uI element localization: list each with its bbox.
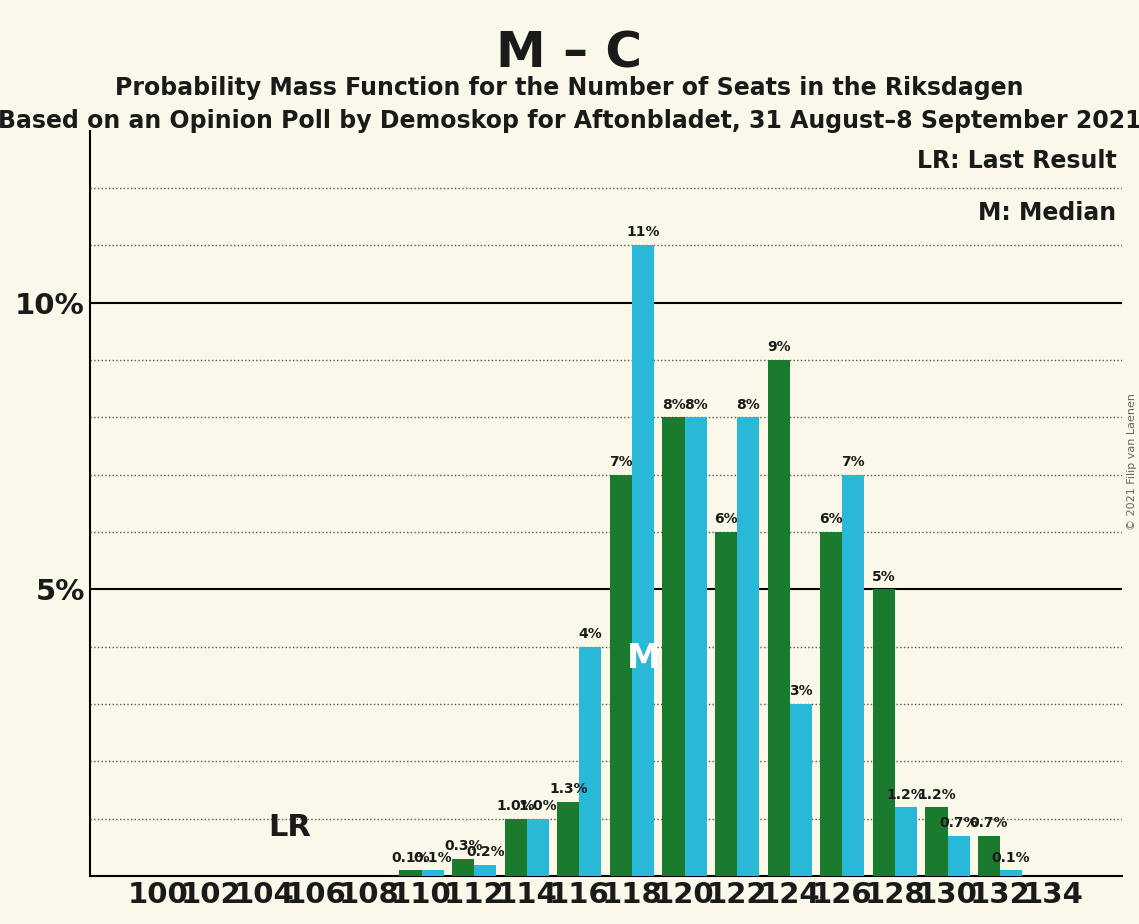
Text: 1.0%: 1.0%: [497, 799, 535, 813]
Bar: [557, 802, 580, 876]
Text: 8%: 8%: [736, 397, 760, 411]
Bar: [978, 836, 1000, 876]
Bar: [820, 532, 843, 876]
Text: Probability Mass Function for the Number of Seats in the Riksdagen: Probability Mass Function for the Number…: [115, 76, 1024, 100]
Text: 5%: 5%: [872, 569, 895, 584]
Bar: [789, 704, 812, 876]
Text: 7%: 7%: [609, 455, 633, 468]
Text: 7%: 7%: [842, 455, 866, 468]
Bar: [452, 859, 474, 876]
Bar: [580, 647, 601, 876]
Bar: [421, 870, 444, 876]
Bar: [400, 870, 421, 876]
Text: 0.2%: 0.2%: [466, 845, 505, 859]
Text: 0.3%: 0.3%: [444, 839, 483, 853]
Text: 0.7%: 0.7%: [940, 816, 977, 831]
Bar: [1000, 870, 1022, 876]
Bar: [715, 532, 737, 876]
Bar: [843, 475, 865, 876]
Bar: [948, 836, 969, 876]
Bar: [505, 819, 526, 876]
Text: 0.1%: 0.1%: [413, 851, 452, 865]
Bar: [474, 865, 497, 876]
Text: 8%: 8%: [662, 397, 686, 411]
Text: LR: LR: [268, 813, 311, 842]
Text: 1.2%: 1.2%: [917, 787, 956, 802]
Text: 4%: 4%: [579, 627, 603, 641]
Text: 1.3%: 1.3%: [549, 782, 588, 796]
Bar: [872, 590, 895, 876]
Text: 3%: 3%: [789, 685, 812, 699]
Text: LR: Last Result: LR: Last Result: [917, 149, 1116, 173]
Text: 1.0%: 1.0%: [518, 799, 557, 813]
Text: 8%: 8%: [683, 397, 707, 411]
Text: 0.1%: 0.1%: [992, 851, 1031, 865]
Text: M – C: M – C: [497, 30, 642, 78]
Bar: [895, 808, 917, 876]
Text: 6%: 6%: [714, 512, 738, 527]
Text: 0.7%: 0.7%: [969, 816, 1008, 831]
Bar: [663, 418, 685, 876]
Text: 0.1%: 0.1%: [391, 851, 429, 865]
Bar: [526, 819, 549, 876]
Text: 1.2%: 1.2%: [886, 787, 925, 802]
Text: 6%: 6%: [819, 512, 843, 527]
Bar: [768, 360, 789, 876]
Bar: [609, 475, 632, 876]
Text: © 2021 Filip van Laenen: © 2021 Filip van Laenen: [1126, 394, 1137, 530]
Bar: [926, 808, 948, 876]
Text: M: M: [626, 642, 659, 675]
Text: M: Median: M: Median: [978, 201, 1116, 225]
Text: Based on an Opinion Poll by Demoskop for Aftonbladet, 31 August–8 September 2021: Based on an Opinion Poll by Demoskop for…: [0, 109, 1139, 133]
Text: 9%: 9%: [767, 340, 790, 354]
Text: 11%: 11%: [626, 225, 659, 239]
Bar: [685, 418, 706, 876]
Bar: [737, 418, 760, 876]
Bar: [632, 245, 654, 876]
